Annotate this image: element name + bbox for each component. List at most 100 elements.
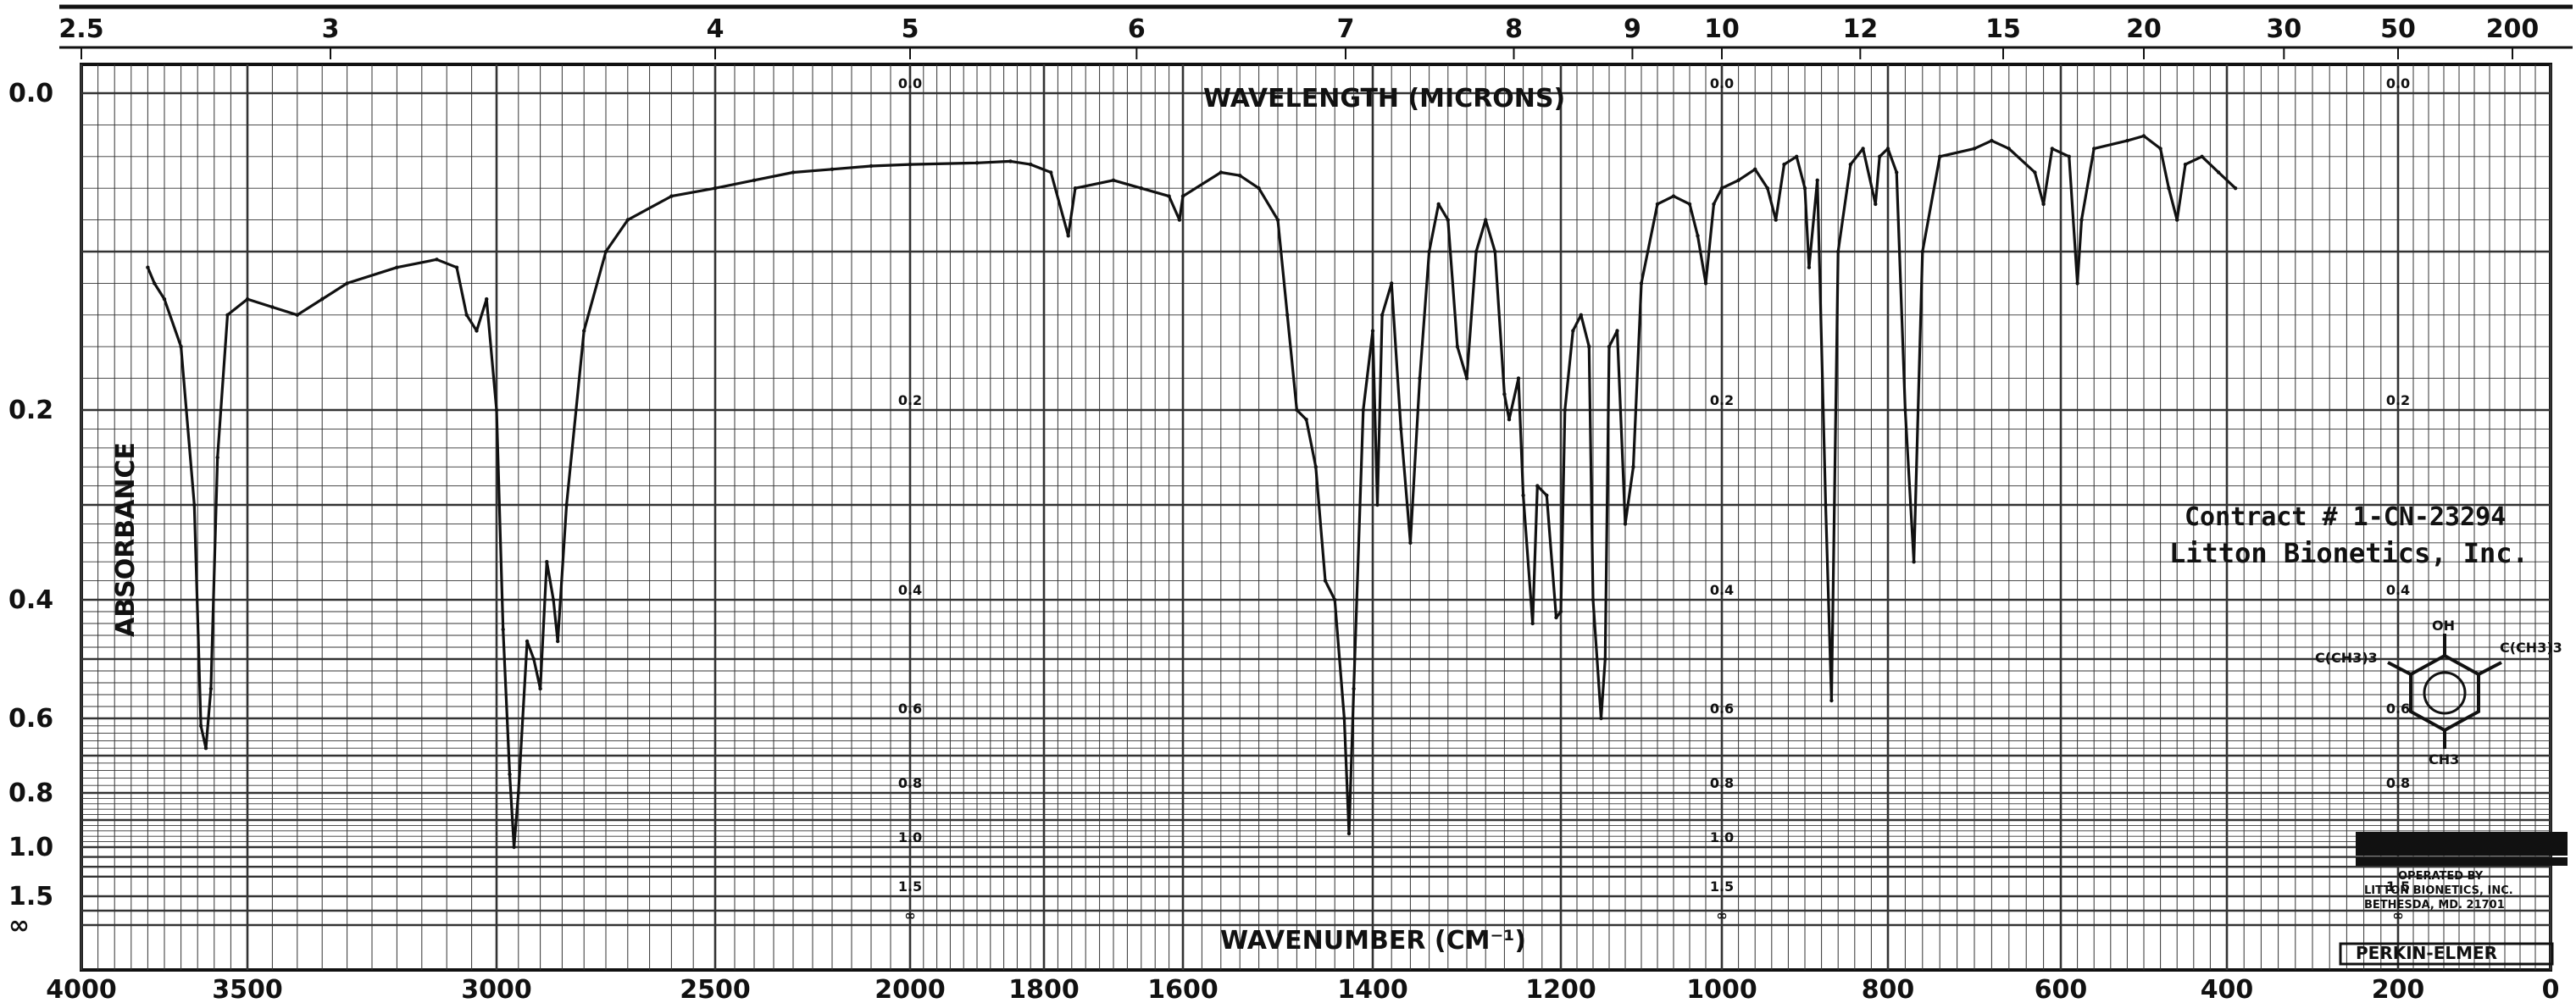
- spectrum-point-151: [2233, 186, 2238, 191]
- spectrum-point-38: [752, 178, 757, 182]
- wavenumber-axis-label: WAVENUMBER (CM⁻¹): [1220, 926, 1526, 956]
- spectrum-point-53: [1180, 194, 1185, 198]
- inner-absorbance-label-0-3: 0.6: [898, 701, 922, 717]
- manufacturer-box: [2339, 942, 2554, 966]
- spectrum-point-51: [1167, 194, 1171, 198]
- spectrum-point-112: [1753, 167, 1757, 171]
- wavenumber-tick-label-6: 1600: [1147, 975, 1219, 1003]
- spectrum-point-52: [1177, 218, 1182, 222]
- spectrum-point-131: [1920, 249, 1924, 254]
- wavelength-tick-label-13: 50: [2380, 14, 2416, 44]
- spectrum-point-123: [1848, 162, 1853, 167]
- spectrum-point-139: [2067, 154, 2071, 158]
- spectrum-point-143: [2125, 138, 2129, 143]
- spectrum-point-126: [1878, 154, 1882, 158]
- operated-by-note: OPERATED BY: [2398, 870, 2484, 883]
- spectrum-point-86: [1521, 493, 1525, 497]
- spectrum-point-0: [146, 265, 150, 269]
- wavenumber-tick-label-1: 3500: [212, 975, 283, 1003]
- wavenumber-tick-label-10: 800: [1862, 975, 1915, 1003]
- spectrum-point-35: [625, 218, 630, 222]
- spectrum-point-69: [1375, 502, 1380, 507]
- spectrum-point-39: [791, 170, 796, 175]
- inner-absorbance-label-2-4: 0.8: [2386, 775, 2410, 791]
- spectrum-point-5: [198, 723, 203, 728]
- wavelength-axis-label: WAVELENGTH (MICRONS): [1203, 84, 1565, 114]
- spectrum-point-87: [1530, 621, 1535, 626]
- inner-label-layer: 0.0 0.2 0.4 0.6 0.8 1.0 1.5 ∞ 0.0 0.2 0.4 0.6 0.8 1.0…: [898, 75, 2410, 923]
- wavenumber-tick-label-4: 2000: [874, 975, 946, 1003]
- spectrum-point-30: [551, 597, 556, 602]
- wavelength-tick-label-4: 6: [1128, 14, 1146, 44]
- spectrum-point-6: [203, 746, 208, 751]
- absorbance-tick-label-5: 1.0: [8, 833, 53, 862]
- spectrum-point-44: [1008, 159, 1013, 163]
- contract-note: Contract # 1-CN-23294: [2185, 502, 2506, 532]
- spectrum-point-56: [1257, 186, 1261, 191]
- spectrum-point-18: [464, 313, 469, 317]
- inner-absorbance-label-1-2: 0.4: [1710, 582, 1734, 598]
- substituent-bottom: CH3: [2429, 751, 2459, 767]
- spectrum-point-3: [179, 345, 183, 349]
- spectrum-point-142: [2092, 147, 2096, 151]
- spectrum-point-88: [1535, 484, 1540, 488]
- stamp-bar-2: [2356, 857, 2568, 866]
- spectrum-point-33: [582, 329, 586, 333]
- spectrum-point-8: [215, 455, 219, 460]
- manufacturer-note: PERKIN-ELMER: [2356, 943, 2497, 963]
- inner-absorbance-label-1-7: ∞: [1716, 907, 1727, 923]
- wavelength-tick-label-10: 15: [1985, 14, 2021, 44]
- spectrum-point-136: [2033, 170, 2037, 175]
- spectrum-point-57: [1275, 218, 1280, 222]
- spectrum-point-149: [2200, 154, 2204, 158]
- spectrum-point-45: [1029, 162, 1033, 167]
- inner-absorbance-label-0-4: 0.8: [898, 775, 922, 791]
- wavelength-tick-label-8: 10: [1704, 14, 1740, 44]
- wavenumber-tick-label-7: 1400: [1337, 975, 1408, 1003]
- spectrum-point-120: [1824, 502, 1828, 507]
- spectrum-point-148: [2183, 162, 2188, 167]
- spectrum-point-128: [1895, 170, 1899, 175]
- spectrum-point-75: [1427, 249, 1431, 254]
- spectrum-point-47: [1066, 234, 1070, 238]
- spectrum-point-32: [564, 502, 569, 507]
- spectrum-point-135: [2007, 147, 2011, 151]
- spectrum-point-66: [1352, 686, 1356, 691]
- spectrum-point-93: [1571, 329, 1575, 333]
- wavenumber-tick-label-3: 2500: [680, 975, 751, 1003]
- spectrum-point-11: [270, 305, 275, 309]
- inner-absorbance-label-0-6: 1.5: [898, 878, 922, 895]
- spectrum-point-141: [2079, 218, 2084, 222]
- spectrum-point-119: [1815, 178, 1819, 182]
- company-small-note: LITTON BIONETICS, INC.: [2364, 884, 2513, 897]
- substituent-top: OH: [2432, 618, 2455, 634]
- inner-absorbance-label-1-0: 0.0: [1710, 75, 1734, 91]
- absorbance-tick-label-7: ∞: [8, 911, 30, 940]
- spectrum-point-138: [2050, 147, 2054, 151]
- inner-absorbance-label-0-2: 0.4: [898, 582, 922, 598]
- absorbance-tick-label-1: 0.2: [8, 396, 53, 425]
- spectrum-point-117: [1802, 186, 1807, 191]
- spectrum-point-74: [1418, 376, 1422, 380]
- spectrum-point-61: [1313, 465, 1319, 469]
- spectrum-point-137: [2041, 202, 2046, 207]
- absorbance-tick-label-0: 0.0: [8, 79, 53, 108]
- spectrum-point-129: [1903, 407, 1907, 413]
- wavenumber-tick-label-14: 0: [2542, 975, 2560, 1003]
- inner-absorbance-label-1-5: 1.0: [1710, 829, 1734, 845]
- spectrum-point-59: [1295, 407, 1299, 413]
- spectrum-point-83: [1502, 392, 1507, 396]
- spectrum-point-108: [1703, 281, 1708, 285]
- absorbance-tick-label-6: 1.5: [8, 882, 53, 912]
- spectrum-point-91: [1558, 609, 1563, 614]
- spectrum-point-116: [1795, 154, 1799, 158]
- substituent-right: C(CH3)3: [2500, 640, 2562, 656]
- inner-absorbance-label-1-3: 0.6: [1710, 701, 1734, 717]
- spectrum-point-82: [1493, 249, 1497, 254]
- spectrum-point-14: [345, 281, 349, 285]
- spectrum-point-65: [1346, 831, 1352, 836]
- wavenumber-tick-label-13: 200: [2372, 975, 2425, 1003]
- spectrum-point-34: [603, 249, 608, 254]
- inner-absorbance-label-0-7: ∞: [904, 907, 915, 923]
